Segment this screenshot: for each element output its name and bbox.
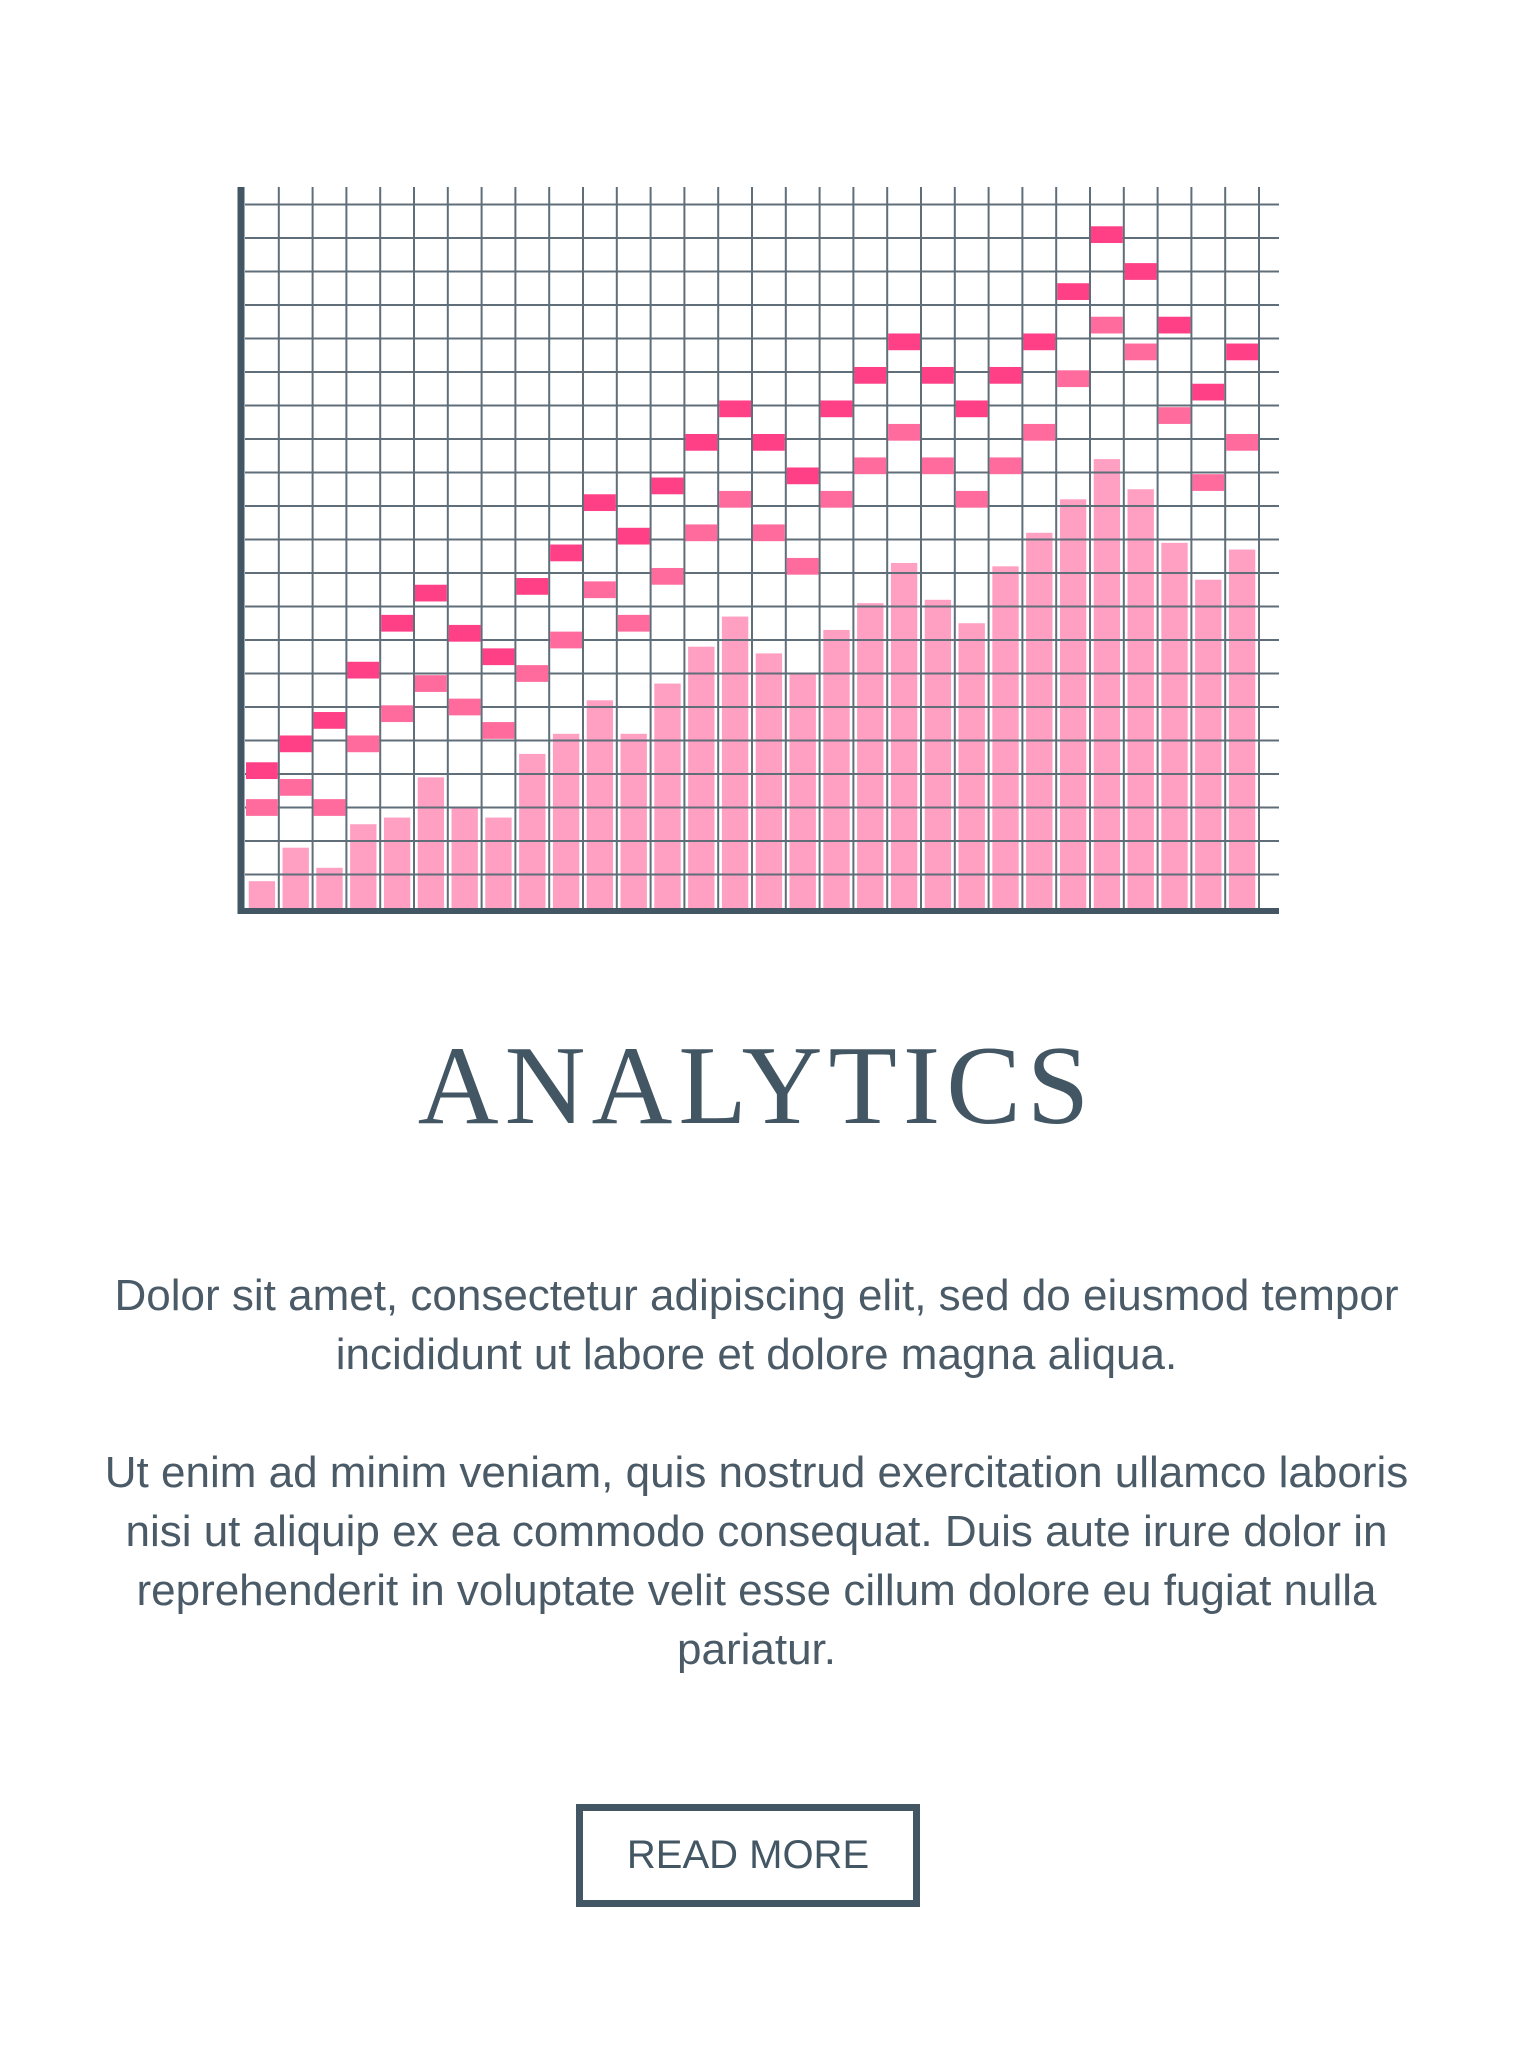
bar <box>1026 532 1053 908</box>
marker-upper <box>651 477 684 495</box>
marker-upper <box>1124 263 1157 280</box>
bar <box>1228 549 1256 908</box>
marker-lower <box>279 779 312 796</box>
marker-upper <box>719 400 751 418</box>
marker-lower <box>888 423 920 441</box>
bar <box>485 817 512 908</box>
marker-upper <box>617 527 650 545</box>
marker-lower <box>854 457 887 475</box>
marker-upper <box>1057 283 1089 300</box>
bar <box>1161 542 1188 908</box>
marker-upper <box>482 648 515 666</box>
bar <box>383 817 411 908</box>
marker-lower <box>786 557 819 575</box>
marker-upper <box>313 712 346 729</box>
bar <box>992 566 1019 908</box>
marker-lower <box>313 799 346 816</box>
bar <box>620 733 647 908</box>
marker-lower <box>1226 433 1258 451</box>
bar <box>552 733 580 908</box>
marker-lower <box>955 490 988 508</box>
bar <box>248 881 276 908</box>
bar <box>721 616 749 908</box>
marker-lower <box>1057 370 1089 388</box>
bar <box>451 807 478 908</box>
bar <box>857 603 884 908</box>
bar <box>823 629 850 908</box>
marker-lower <box>651 567 684 585</box>
intro-paragraph: Dolor sit amet, consectetur adipiscing e… <box>114 1271 1399 1379</box>
marker-lower <box>246 799 278 816</box>
marker-lower <box>685 524 718 542</box>
analytics-chart <box>237 187 1279 914</box>
marker-lower <box>415 675 447 692</box>
marker-lower <box>448 698 481 716</box>
marker-upper <box>1192 383 1225 401</box>
marker-upper <box>753 433 785 451</box>
marker-lower <box>1158 407 1191 424</box>
bar <box>350 824 377 908</box>
marker-lower <box>482 722 515 739</box>
bar <box>924 599 952 908</box>
marker-lower <box>584 581 616 599</box>
marker-lower <box>516 665 549 682</box>
marker-lower <box>820 490 853 508</box>
marker-lower <box>550 631 582 649</box>
bar <box>890 562 918 908</box>
marker-lower <box>1124 343 1157 361</box>
marker-upper <box>854 366 887 384</box>
bar <box>1195 579 1222 908</box>
marker-lower <box>1023 423 1056 441</box>
marker-lower <box>1192 474 1225 491</box>
marker-upper <box>786 467 819 485</box>
marker-upper <box>550 544 582 562</box>
marker-upper <box>888 333 920 351</box>
marker-upper <box>584 494 616 512</box>
marker-upper <box>381 614 413 632</box>
marker-lower <box>922 457 954 475</box>
bar <box>789 673 816 908</box>
page-title: ANALYTICS <box>417 1024 1096 1148</box>
marker-lower <box>989 457 1022 475</box>
marker-upper <box>1091 226 1123 244</box>
marker-lower <box>719 490 751 508</box>
marker-upper <box>246 762 278 780</box>
bar <box>688 646 715 908</box>
marker-upper <box>347 661 380 679</box>
bar <box>958 623 985 908</box>
marker-upper <box>1158 316 1191 334</box>
marker-lower <box>347 735 380 753</box>
bar <box>282 847 309 908</box>
body-paragraph: Ut enim ad minim veniam, quis nostrud ex… <box>104 1448 1409 1674</box>
bar <box>417 777 445 908</box>
bar <box>1093 459 1121 908</box>
marker-lower <box>381 705 413 723</box>
marker-upper <box>922 366 954 384</box>
marker-upper <box>1023 333 1056 351</box>
bar <box>519 753 546 908</box>
marker-lower <box>753 524 785 542</box>
read-more-button[interactable]: READ MORE <box>576 1804 920 1907</box>
marker-upper <box>989 366 1022 384</box>
marker-lower <box>617 614 650 632</box>
marker-upper <box>685 433 718 451</box>
marker-upper <box>448 624 481 642</box>
bar <box>586 700 614 908</box>
bar <box>654 683 681 908</box>
marker-upper <box>415 584 447 602</box>
marker-lower <box>1091 316 1123 334</box>
marker-upper <box>820 400 853 418</box>
marker-upper <box>955 400 988 418</box>
marker-upper <box>516 578 549 595</box>
marker-upper <box>1226 343 1258 361</box>
bar <box>1059 499 1087 908</box>
bar <box>1127 489 1154 908</box>
bar <box>755 653 783 908</box>
marker-upper <box>279 735 312 753</box>
